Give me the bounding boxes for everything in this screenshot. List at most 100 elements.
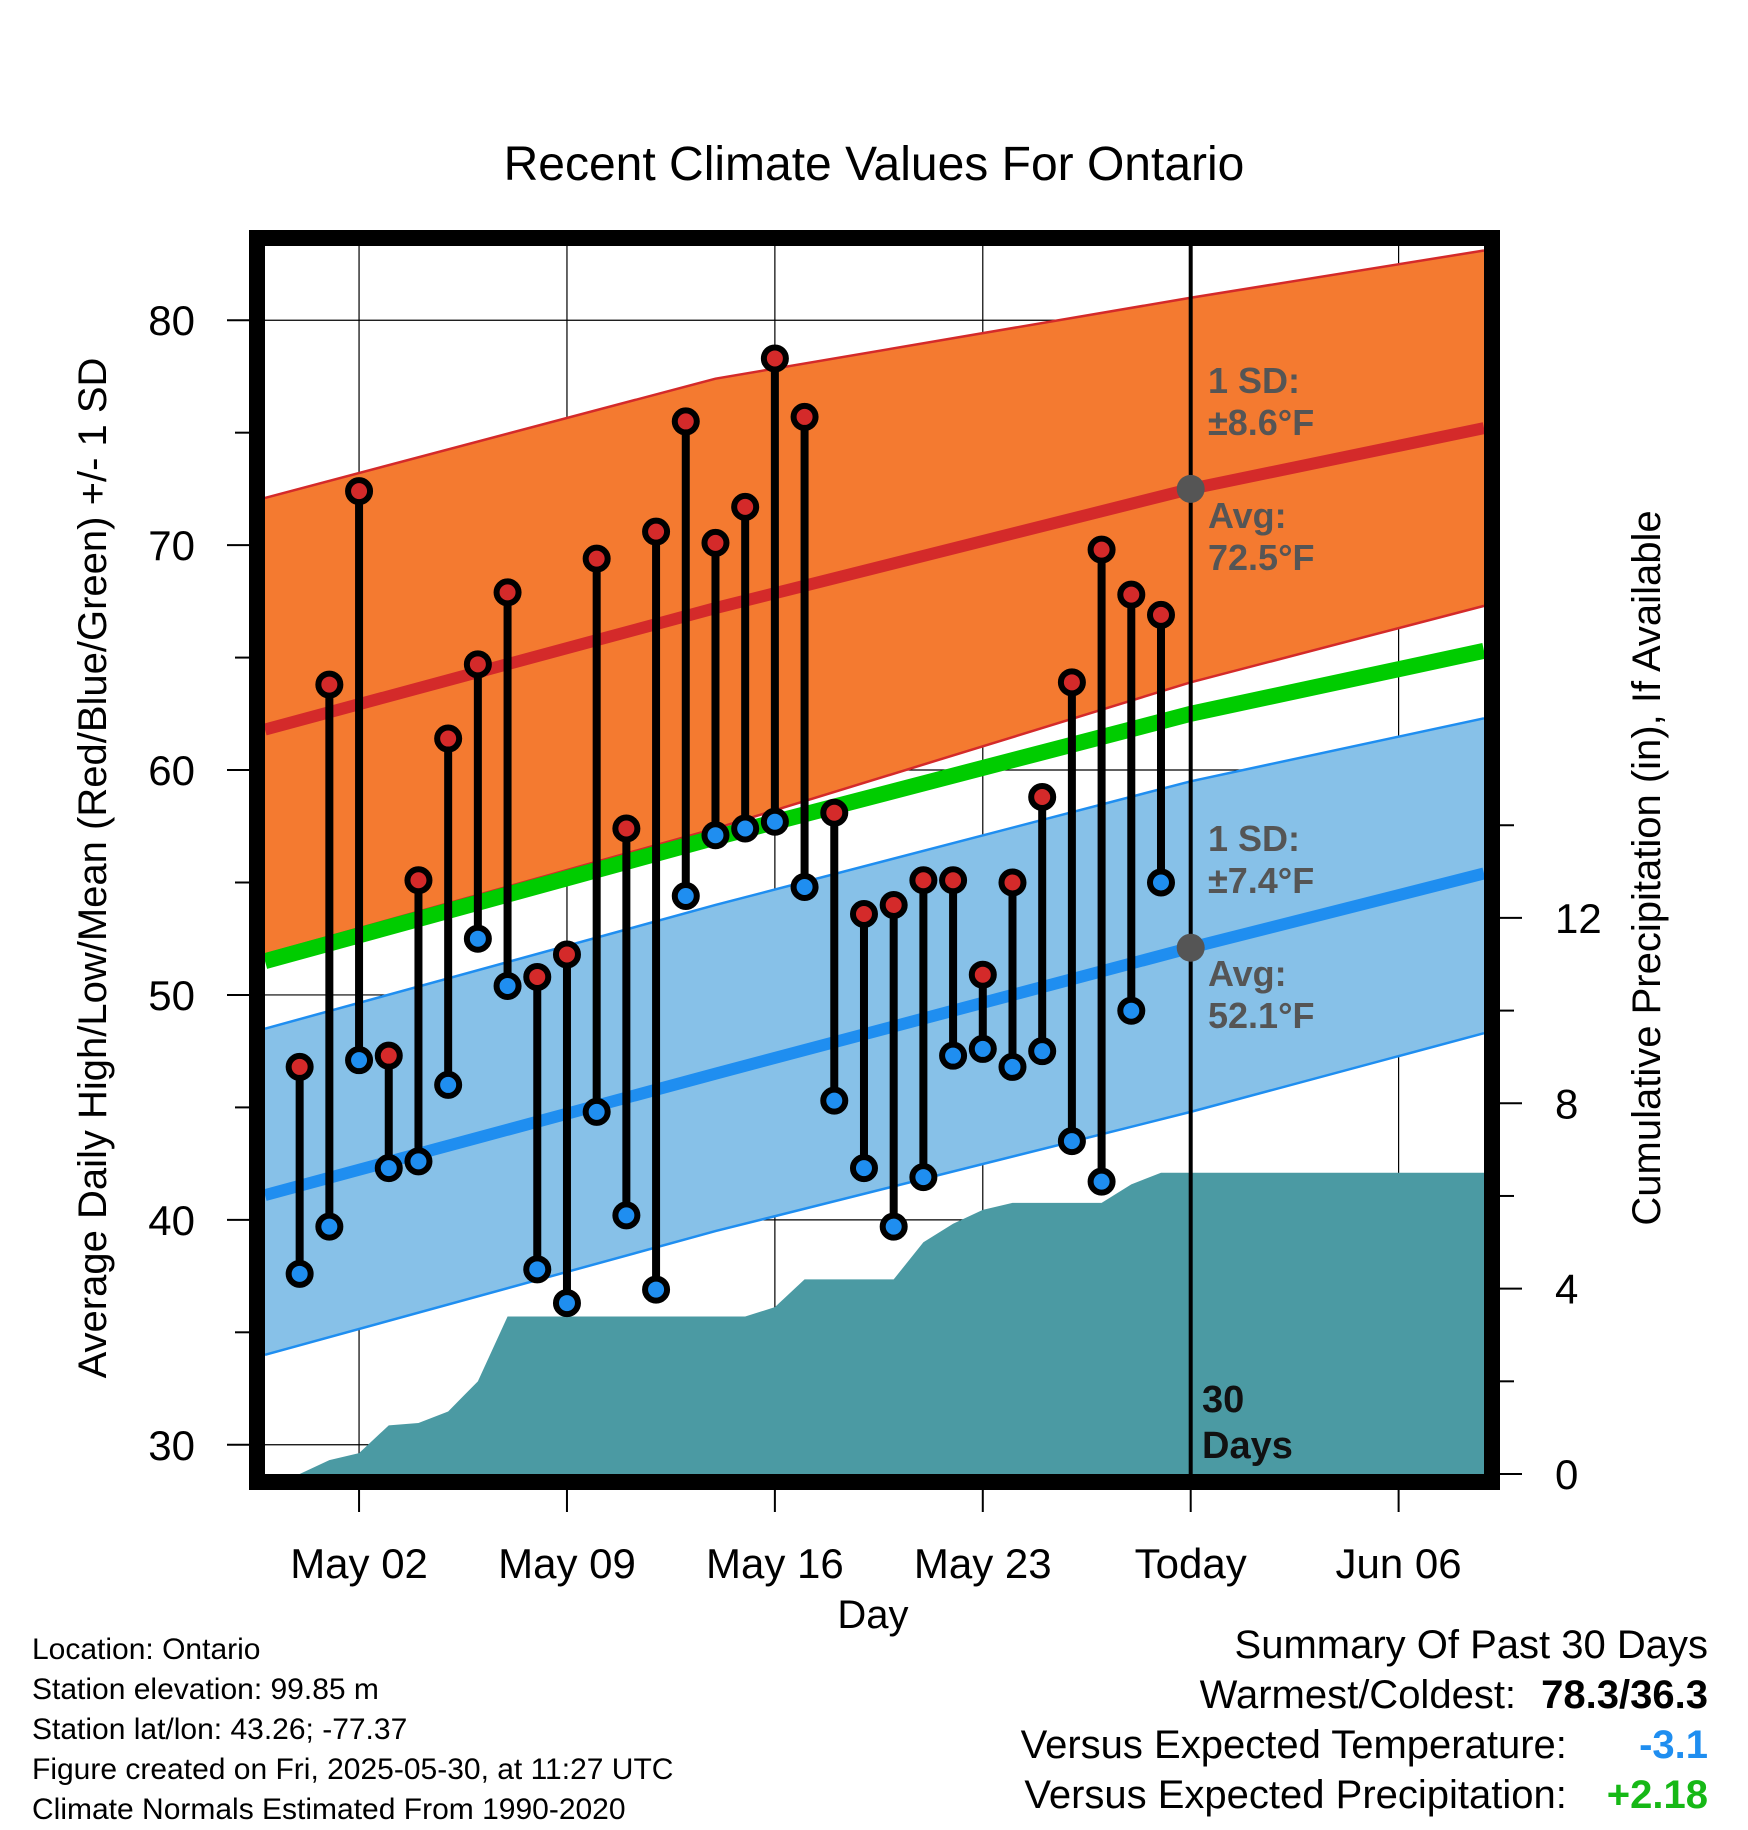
y-tick-label: 50 [148, 972, 195, 1019]
daily-high-point [463, 650, 492, 679]
high-avg-value: 72.5°F [1208, 537, 1314, 578]
y2-axis-ticks: 0 4 8 12 [1500, 824, 1602, 1498]
high-sd-label: 1 SD: [1208, 360, 1300, 401]
daily-low-point [582, 1097, 611, 1126]
plot-area [262, 246, 1486, 1474]
summary-panel: Summary Of Past 30 Days Warmest/Coldest:… [1021, 1620, 1708, 1820]
low-avg-label: Avg: [1208, 953, 1287, 994]
created-text: Figure created on Fri, 2025-05-30, at 11… [32, 1753, 674, 1786]
low-avg-value: 52.1°F [1208, 995, 1314, 1036]
summary-precip: Versus Expected Precipitation: +2.18 [1021, 1770, 1708, 1820]
daily-low-point [642, 1275, 671, 1304]
normal-low-lower-line [264, 1031, 1485, 1357]
today-days-number: 30 [1202, 1379, 1244, 1421]
daily-low-point [998, 1052, 1027, 1081]
daily-high-point [523, 962, 552, 991]
daily-low-point [909, 1163, 938, 1192]
low-sd-value: ±7.4°F [1208, 860, 1314, 901]
daily-low-point [701, 821, 730, 850]
y2-tick-label: 0 [1555, 1451, 1578, 1498]
daily-high-point [404, 866, 433, 895]
normals-text: Climate Normals Estimated From 1990-2020 [32, 1793, 626, 1826]
daily-high-point [939, 866, 968, 895]
daily-high-point [1146, 600, 1175, 629]
y-axis-ticks: 30 40 50 60 70 80 [148, 297, 249, 1469]
summary-heading: Summary Of Past 30 Days [1234, 1623, 1708, 1667]
daily-low-point [463, 924, 492, 953]
x-tick-label: Today [1135, 1540, 1247, 1587]
daily-high-point [1087, 535, 1116, 564]
daily-low-point [1028, 1037, 1057, 1066]
daily-high-point [642, 517, 671, 546]
daily-high-point [285, 1052, 314, 1081]
elevation-text: Station elevation: 99.85 m [32, 1673, 379, 1706]
plot-border [249, 230, 1500, 1490]
daily-high-point [1057, 668, 1086, 697]
daily-high-point [760, 344, 789, 373]
daily-high-point [612, 814, 641, 843]
daily-low-point [612, 1201, 641, 1230]
daily-low-point [760, 807, 789, 836]
chart-title: Recent Climate Values For Ontario [504, 138, 1245, 191]
daily-high-point [731, 492, 760, 521]
daily-low-point [523, 1255, 552, 1284]
daily-high-point [820, 798, 849, 827]
daily-low-point [493, 971, 522, 1000]
daily-low-point [374, 1154, 403, 1183]
low-avg-marker [1176, 933, 1205, 962]
high-sd-value: ±8.6°F [1208, 402, 1314, 443]
y2-tick-label: 4 [1555, 1266, 1578, 1313]
daily-low-point [731, 814, 760, 843]
normal-high-sd-band [265, 250, 1484, 955]
daily-low-point [434, 1070, 463, 1099]
summary-warm-cold: Warmest/Coldest: 78.3/36.3 [1021, 1670, 1708, 1720]
summary-temp: Versus Expected Temperature: -3.1 [1021, 1720, 1708, 1770]
daily-high-point [434, 724, 463, 753]
low-sd-label: 1 SD: [1208, 818, 1300, 859]
daily-high-point [671, 407, 700, 436]
daily-high-point [582, 544, 611, 573]
temp-anomaly-value: -3.1 [1639, 1723, 1708, 1767]
high-avg-label: Avg: [1208, 495, 1287, 536]
daily-low-point [404, 1147, 433, 1176]
x-tick-label: May 16 [706, 1540, 844, 1587]
precipitation-area [299, 1172, 1485, 1474]
daily-high-point [879, 890, 908, 919]
daily-low-point [285, 1259, 314, 1288]
normal-mean-line [262, 643, 1486, 969]
daily-low-point [968, 1034, 997, 1063]
temp-anomaly-label: Versus Expected Temperature: [1020, 1723, 1567, 1767]
daily-low-point [1057, 1127, 1086, 1156]
daily-low-point [820, 1086, 849, 1115]
warm-cold-label: Warmest/Coldest: [1199, 1673, 1517, 1717]
y-tick-label: 80 [148, 297, 195, 344]
daily-low-point [939, 1041, 968, 1070]
daily-low-point [552, 1289, 581, 1318]
y-axis-label: Average Daily High/Low/Mean (Red/Blue/Gr… [71, 358, 115, 1379]
daily-high-point [1117, 580, 1146, 609]
daily-low-point [1087, 1167, 1116, 1196]
latlon-text: Station lat/lon: 43.26; -77.37 [32, 1713, 408, 1746]
precip-anomaly-label: Versus Expected Precipitation: [1024, 1773, 1567, 1817]
y-tick-label: 60 [148, 747, 195, 794]
daily-low-point [790, 872, 819, 901]
daily-high-point [345, 477, 374, 506]
x-tick-label: May 23 [914, 1540, 1052, 1587]
x-tick-label: May 02 [290, 1540, 428, 1587]
daily-high-point [998, 868, 1027, 897]
plot-frame [249, 230, 1500, 1490]
location-text: Location: Ontario [32, 1633, 261, 1666]
y-tick-label: 40 [148, 1197, 195, 1244]
warm-cold-value: 78.3/36.3 [1541, 1673, 1708, 1717]
daily-low-point [1117, 996, 1146, 1025]
x-axis-label: Day [837, 1593, 908, 1637]
daily-low-point [849, 1154, 878, 1183]
daily-low-point [345, 1046, 374, 1075]
daily-high-point [374, 1041, 403, 1070]
daily-low-point [671, 881, 700, 910]
station-info: Location: Ontario Station elevation: 99.… [32, 1630, 673, 1830]
daily-low-point [879, 1212, 908, 1241]
y2-tick-label: 12 [1555, 895, 1602, 942]
x-tick-label: May 09 [498, 1540, 636, 1587]
